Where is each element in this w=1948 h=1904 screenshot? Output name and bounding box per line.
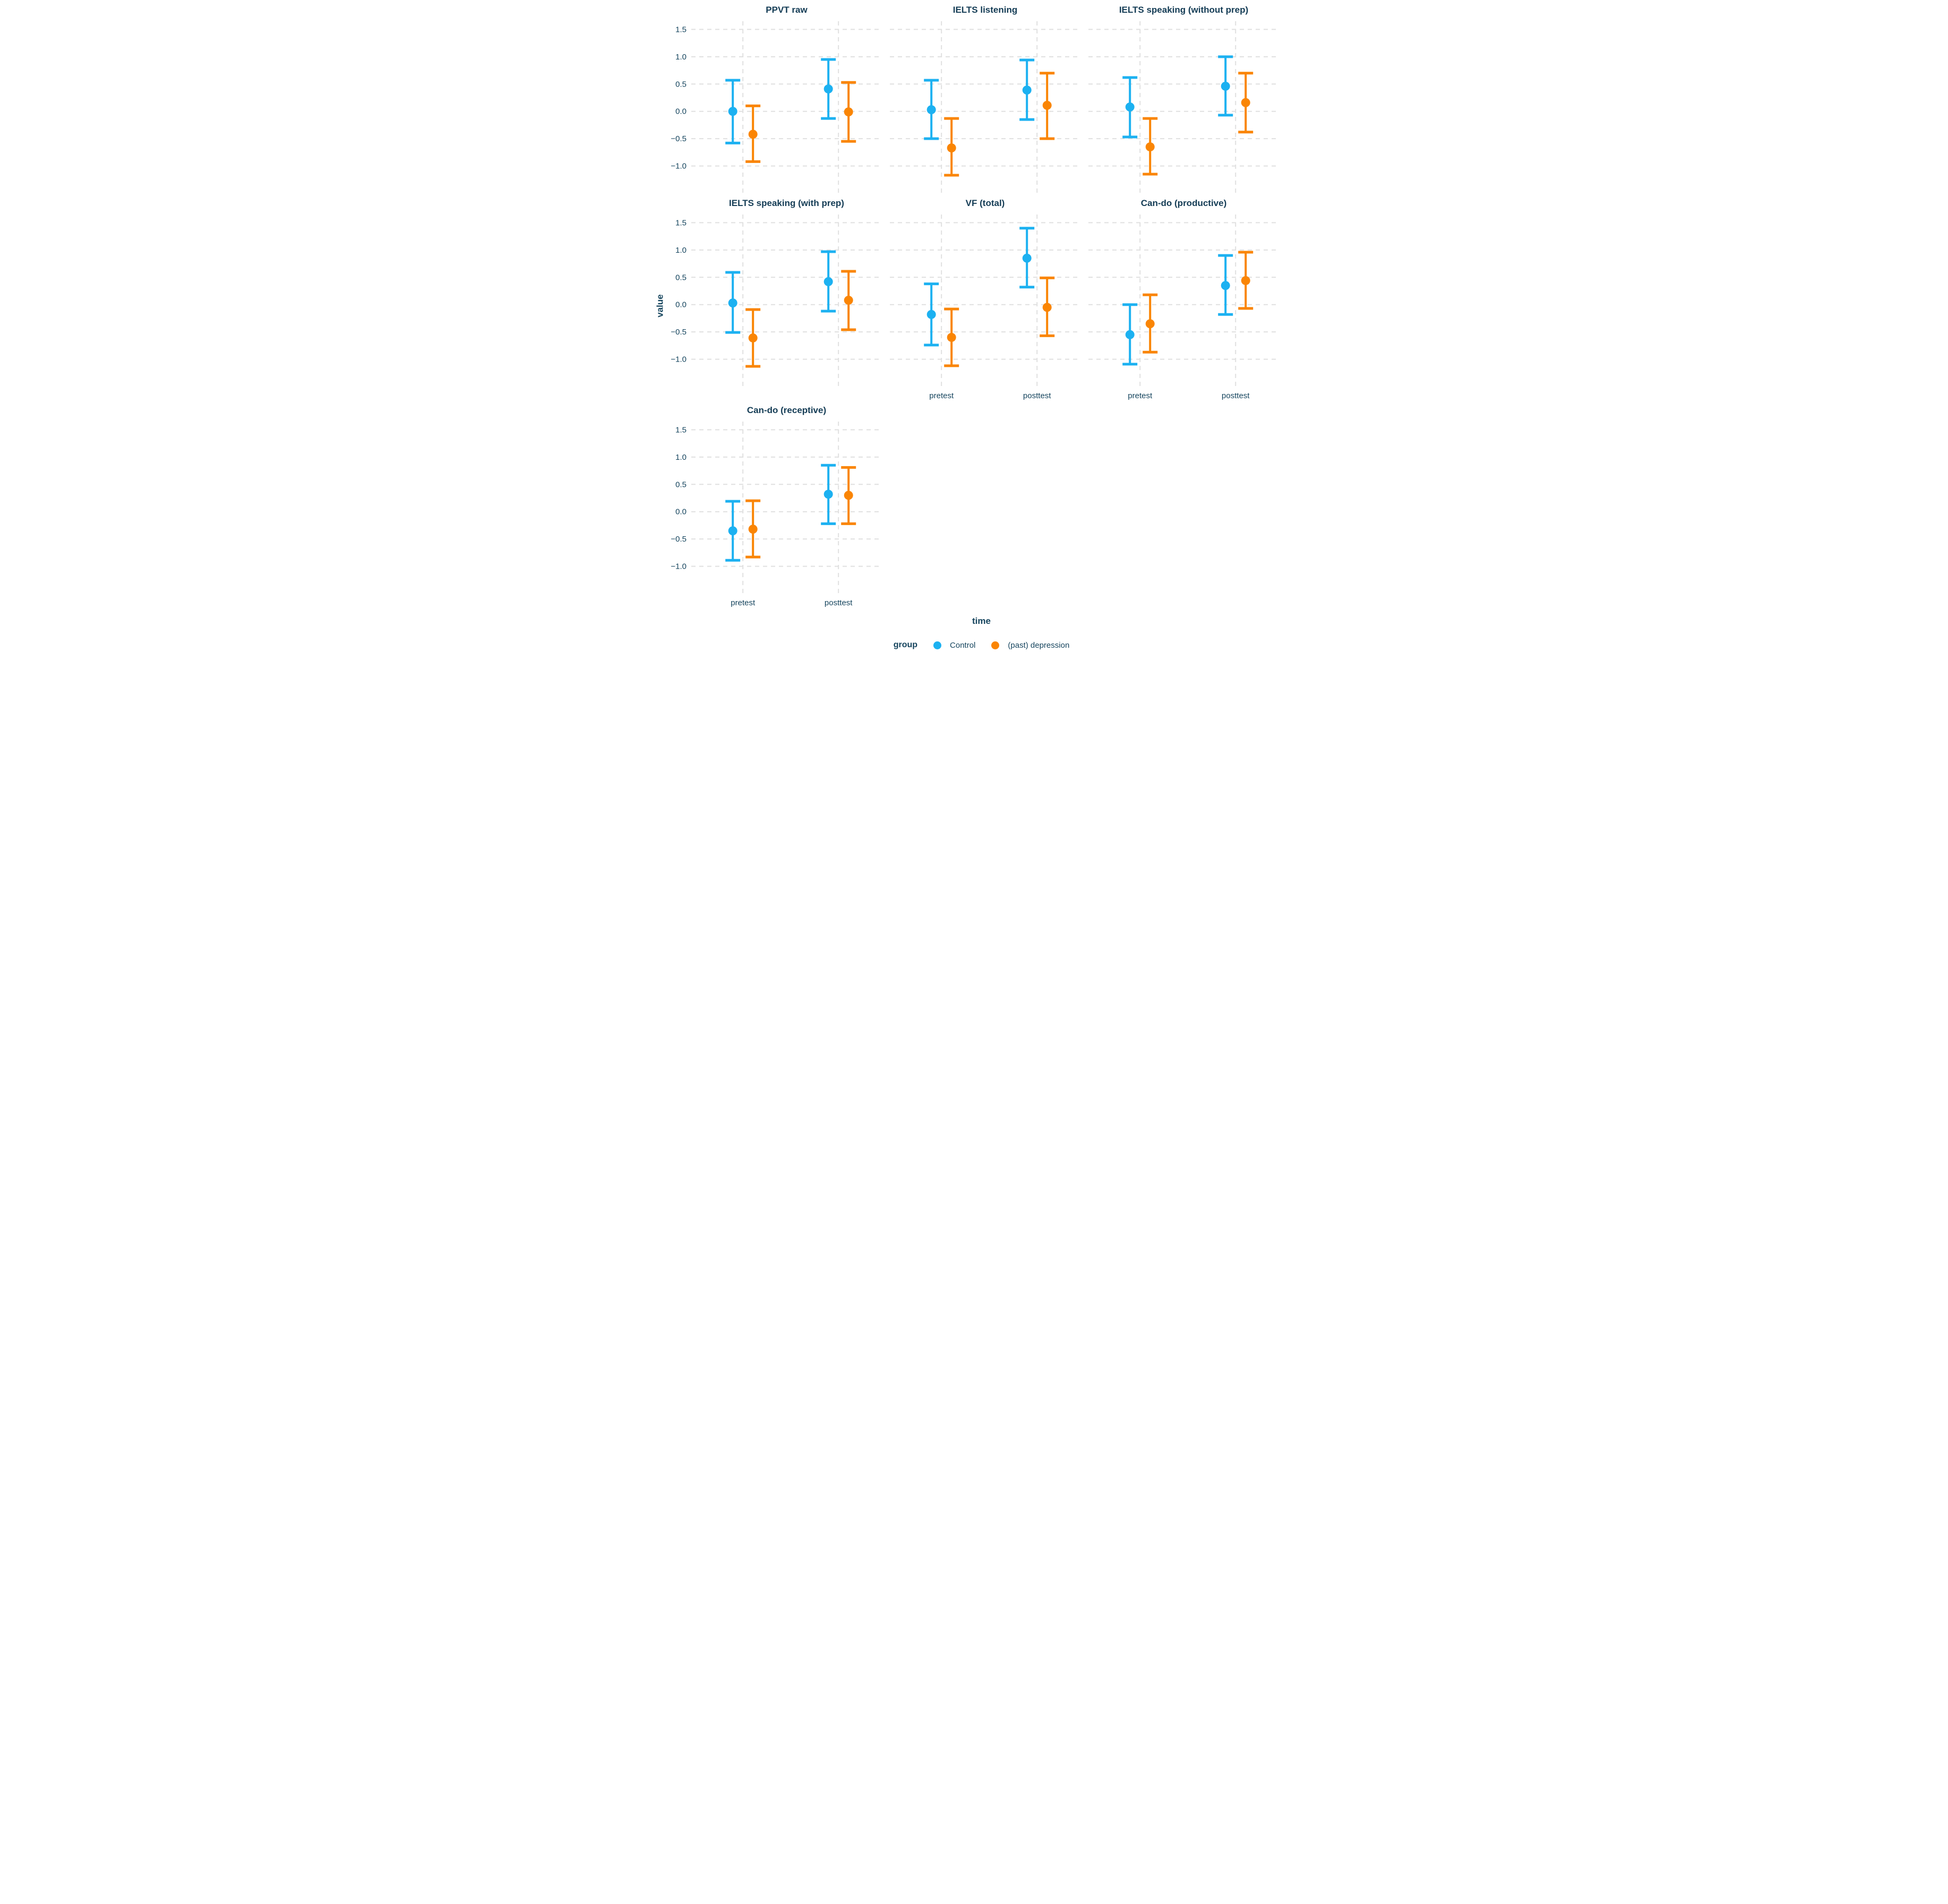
panel-plot — [889, 21, 1081, 193]
point-past-depression-pretest — [748, 333, 758, 342]
facet-panel: Can-do (productive) pretest posttest — [1088, 196, 1280, 401]
point-control-pretest — [728, 107, 737, 116]
point-past-depression-pretest — [947, 143, 956, 153]
x-tick-label: posttest — [1023, 391, 1051, 400]
x-tick-label: posttest — [1221, 391, 1249, 400]
point-control-pretest — [1125, 330, 1135, 339]
panel-title: VF (total) — [965, 198, 1005, 208]
y-tick-label: −1.0 — [671, 562, 686, 571]
panel-plot — [1088, 21, 1280, 193]
panel-plot: 1.5 1.0 0.5 0.0 −0.5 −1.0 — [671, 21, 882, 193]
y-tick-label: 0.5 — [675, 480, 686, 489]
panel-title: Can-do (productive) — [1140, 198, 1227, 208]
y-tick-label: −1.0 — [671, 162, 686, 171]
x-tick-label: pretest — [731, 598, 756, 607]
point-control-pretest — [926, 105, 936, 115]
y-tick-label: 0.0 — [675, 301, 686, 310]
point-past-depression-posttest — [1241, 98, 1250, 107]
y-tick-label: 0.0 — [675, 107, 686, 116]
panel-plot: pretest posttest — [1088, 215, 1280, 400]
y-tick-label: −0.5 — [671, 134, 686, 143]
point-control-posttest — [823, 84, 833, 94]
facet-panel: VF (total) pretest posttest — [889, 196, 1081, 401]
y-tick-label: 1.0 — [675, 453, 686, 462]
point-past-depression-pretest — [748, 130, 758, 139]
y-tick-label: 0.5 — [675, 273, 686, 282]
point-past-depression-posttest — [844, 491, 853, 500]
x-tick-label: posttest — [824, 598, 852, 607]
x-tick-label: pretest — [929, 391, 954, 400]
facet-panel: IELTS listening — [889, 3, 1081, 194]
point-past-depression-posttest — [844, 107, 853, 117]
legend-title: group — [893, 640, 918, 649]
panel-plot: pretest posttest — [889, 215, 1081, 400]
legend-item-past-depression: (past) depression — [991, 641, 1069, 650]
point-control-posttest — [823, 490, 833, 499]
facet-panel: IELTS speaking (with prep) 1.5 1.0 0.5 0.0 −0… — [668, 196, 882, 401]
facet-panel: Can-do (receptive) 1.5 1.0 0.5 0.0 −0.5 −1.0 pr… — [668, 404, 882, 608]
legend: group Control (past) depression — [653, 640, 1295, 655]
point-past-depression-posttest — [1042, 303, 1052, 312]
panel-title: Can-do (receptive) — [746, 405, 827, 415]
y-tick-label: −0.5 — [671, 535, 686, 544]
faceted-pointrange-figure: value PPVT raw 1.5 1.0 0.5 0.0 −0.5 −1.0 IELTS … — [653, 3, 1295, 655]
x-tick-label: pretest — [1128, 391, 1153, 400]
y-tick-label: 1.0 — [675, 53, 686, 62]
point-past-depression-pretest — [748, 525, 758, 534]
facet-panel: PPVT raw 1.5 1.0 0.5 0.0 −0.5 −1.0 — [668, 3, 882, 194]
point-control-pretest — [728, 298, 737, 308]
y-tick-label: −0.5 — [671, 328, 686, 337]
point-control-posttest — [823, 277, 833, 287]
panel-title: IELTS speaking (without prep) — [1119, 5, 1249, 15]
past-depression-legend-dot-icon — [991, 641, 1000, 649]
legend-item-control: Control — [933, 641, 975, 650]
facet-panel: IELTS speaking (without prep) — [1088, 3, 1280, 194]
y-tick-label: −1.0 — [671, 355, 686, 364]
panel-title: IELTS speaking (with prep) — [729, 198, 844, 208]
y-tick-label: 1.0 — [675, 246, 686, 255]
point-past-depression-posttest — [844, 295, 853, 305]
point-control-pretest — [728, 526, 737, 536]
figure-body: value PPVT raw 1.5 1.0 0.5 0.0 −0.5 −1.0 IELTS … — [653, 3, 1295, 608]
point-control-pretest — [1125, 102, 1135, 112]
control-legend-dot-icon — [933, 641, 942, 649]
point-past-depression-posttest — [1241, 276, 1250, 285]
panel-grid: PPVT raw 1.5 1.0 0.5 0.0 −0.5 −1.0 IELTS listen… — [668, 3, 1280, 608]
point-past-depression-pretest — [1145, 142, 1155, 152]
point-past-depression-posttest — [1042, 100, 1052, 110]
point-control-pretest — [926, 310, 936, 319]
point-control-posttest — [1022, 253, 1032, 263]
y-tick-label: 1.5 — [675, 425, 686, 434]
y-tick-label: 1.5 — [675, 218, 686, 227]
panel-title: IELTS listening — [952, 5, 1018, 15]
panel-title: PPVT raw — [766, 5, 808, 15]
point-control-posttest — [1221, 81, 1230, 91]
panel-plot: 1.5 1.0 0.5 0.0 −0.5 −1.0 — [671, 215, 882, 387]
panel-plot: 1.5 1.0 0.5 0.0 −0.5 −1.0 pretest posttest — [671, 422, 882, 607]
point-control-posttest — [1022, 85, 1032, 95]
y-axis-title-column: value — [653, 3, 668, 608]
point-past-depression-pretest — [947, 332, 956, 342]
legend-label-past-depression: (past) depression — [1008, 640, 1070, 650]
y-axis-title: value — [655, 294, 665, 318]
point-control-posttest — [1221, 281, 1230, 290]
y-tick-label: 0.5 — [675, 80, 686, 89]
y-tick-label: 0.0 — [675, 508, 686, 517]
y-tick-label: 1.5 — [675, 25, 686, 34]
point-past-depression-pretest — [1145, 319, 1155, 329]
x-axis-title: time — [972, 616, 991, 626]
legend-label-control: Control — [950, 640, 976, 650]
